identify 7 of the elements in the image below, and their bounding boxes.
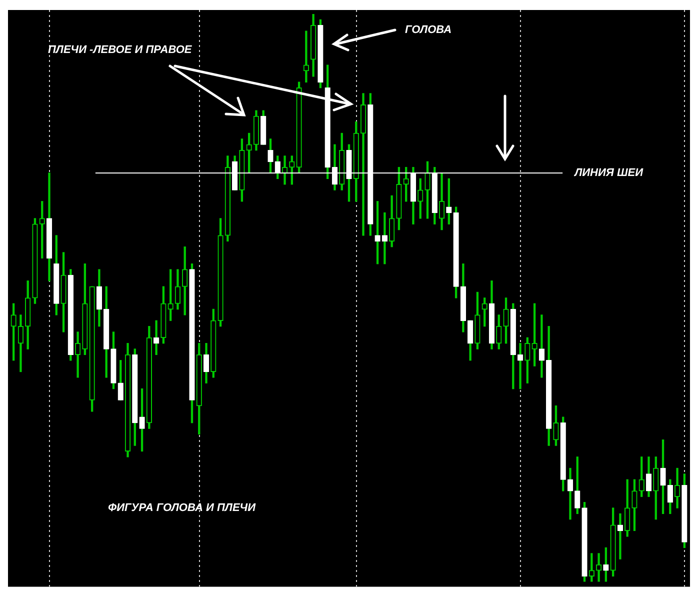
candlestick	[617, 513, 624, 560]
annotation: ГОЛОВА	[405, 24, 452, 36]
ref-line-label: ЛИНИЯ ШЕИ	[574, 167, 644, 180]
annotation: ФИГУРА ГОЛОВА И ПЛЕЧИ	[108, 502, 257, 514]
annotation: ПЛЕЧИ -ЛЕВОЕ И ПРАВОЕ	[48, 44, 192, 56]
candlestick	[360, 93, 366, 236]
candlestick	[282, 156, 288, 185]
